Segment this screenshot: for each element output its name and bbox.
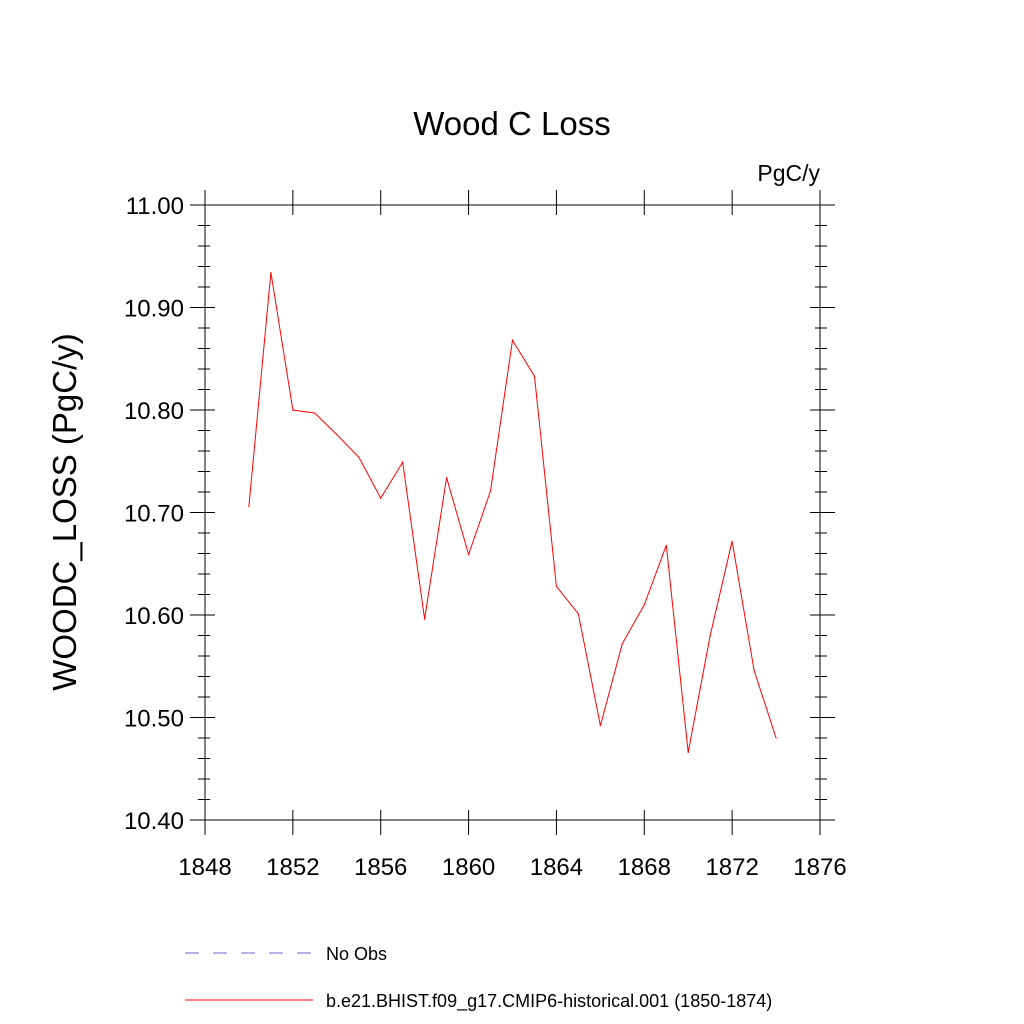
series-line	[248, 272, 777, 753]
y-tick-label: 11.00	[126, 193, 184, 220]
data-point	[467, 553, 470, 556]
y-axis-label: WOODC_LOSS (PgC/y)	[46, 333, 83, 691]
data-point	[665, 544, 667, 546]
chart-title: Wood C Loss	[413, 105, 610, 142]
y-tick-label: 10.80	[124, 398, 184, 425]
data-point	[775, 737, 777, 739]
legend-label: No Obs	[326, 944, 387, 964]
data-point	[358, 456, 360, 458]
data-point	[621, 643, 623, 645]
y-tick-label: 10.40	[124, 808, 184, 835]
x-tick-label: 1864	[530, 854, 583, 881]
data-point	[577, 613, 579, 615]
data-point	[446, 477, 448, 479]
data-point	[511, 339, 514, 341]
data-point	[270, 272, 272, 274]
x-tick-label: 1852	[266, 854, 319, 881]
plot-frame	[204, 204, 821, 821]
data-point	[731, 540, 733, 542]
legend-label: b.e21.BHIST.f09_g17.CMIP6-historical.001…	[326, 991, 772, 1012]
y-tick-label: 10.50	[124, 706, 184, 733]
x-tick-label: 1856	[354, 854, 407, 881]
x-tick-label: 1860	[442, 854, 495, 881]
x-tick-label: 1868	[618, 854, 671, 881]
x-tick-label: 1848	[178, 854, 231, 881]
data-point	[314, 412, 316, 414]
data-point	[599, 725, 601, 727]
data-point	[380, 497, 382, 499]
data-point	[248, 505, 250, 507]
data-point	[489, 490, 492, 492]
data-point	[687, 751, 689, 753]
x-tick-label: 1876	[793, 854, 846, 881]
data-point	[336, 434, 338, 436]
units-label: PgC/y	[757, 160, 820, 186]
data-point	[292, 409, 294, 411]
data-point	[533, 375, 536, 377]
data-point	[402, 461, 404, 463]
y-tick-label: 10.70	[124, 501, 184, 528]
data-point	[643, 604, 645, 606]
data-point	[709, 634, 711, 637]
data-point	[753, 669, 755, 671]
y-tick-label: 10.60	[124, 603, 184, 630]
data-point	[555, 585, 558, 587]
y-tick-label: 10.90	[124, 296, 184, 323]
x-tick-label: 1872	[705, 854, 758, 881]
data-point	[424, 618, 426, 620]
